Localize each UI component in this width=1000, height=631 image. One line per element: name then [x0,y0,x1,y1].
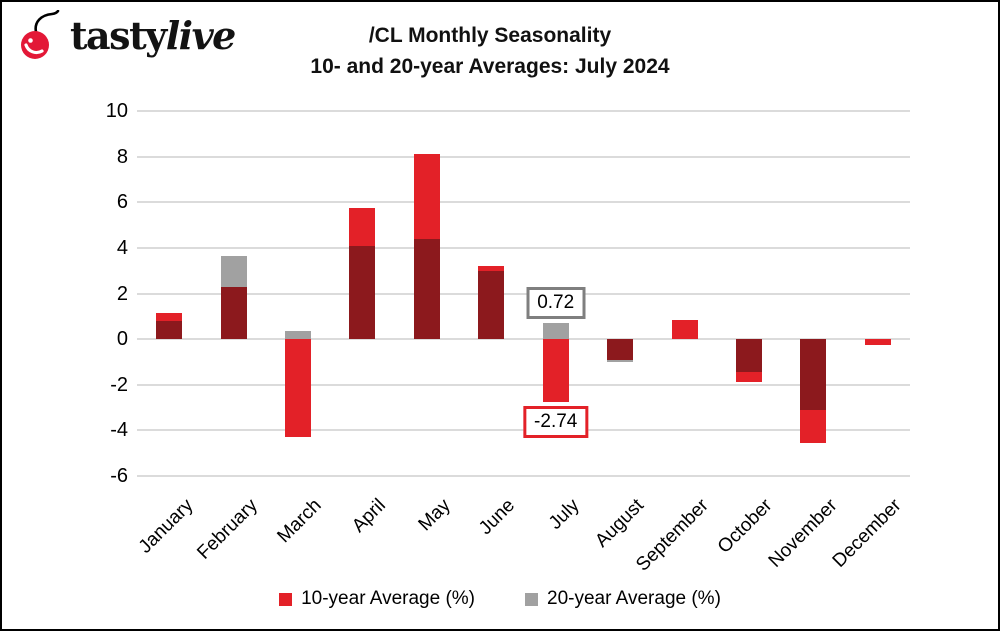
bar-september-10yr [671,319,698,340]
gridline-y-2 [137,292,910,295]
x-axis-label-june: June [475,495,520,539]
legend-label-10-year: 10-year Average (%) [301,588,475,609]
chart-title-line1: /CL Monthly Seasonality [368,24,612,47]
legend-item-20-year: 20-year Average (%) [525,588,721,610]
gridline-y--6 [137,475,910,477]
y-axis-tick-label: 2 [116,282,128,305]
bar-april-overlap [349,245,376,340]
x-axis-label-november: November [764,495,842,572]
bar-february-20yr [220,255,247,287]
x-axis-label-october: October [714,495,777,558]
y-axis-tick-label: 8 [116,145,128,168]
gridline-y-4 [137,246,910,249]
tastylive-logo: tastylive [14,10,236,62]
bar-june-overlap [478,270,505,340]
bar-october-overlap [735,339,762,373]
legend-label-20-year: 20-year Average (%) [547,588,721,609]
bar-june-10yr [478,266,505,271]
x-axis-label-february: February [192,495,262,564]
bar-august-overlap [607,339,634,360]
chart-title-line2: 10- and 20-year Averages: July 2024 [310,55,670,78]
x-axis-label-january: January [134,495,198,558]
legend: 10-year Average (%) 20-year Average (%) [0,588,1000,610]
logo-text: tastylive [70,17,236,55]
x-axis-label-march: March [273,495,326,548]
legend-swatch-gray [525,592,538,606]
bar-october-10yr [735,372,762,383]
gridline-y-8 [137,155,910,158]
gridline-y-10 [137,110,910,112]
bar-march-20yr [285,331,312,340]
y-axis-tick-label: -4 [110,419,128,442]
logo-text-tasty: tasty [70,13,167,58]
callout-20yr-july: 0.72 [526,286,586,319]
x-axis-label-july: July [544,495,584,534]
gridline-y-6 [137,201,910,204]
chart-title: /CL Monthly Seasonality 10- and 20-year … [235,20,745,82]
y-axis-tick-label: 0 [116,328,128,351]
y-axis-tick-label: 4 [116,236,128,259]
bar-march-10yr [285,339,312,438]
gridline-y--2 [137,383,910,386]
legend-item-10-year: 10-year Average (%) [279,588,475,610]
bar-november-overlap [800,339,827,410]
bar-january-10yr [156,312,183,321]
bar-april-10yr [349,207,376,246]
bar-december-10yr [864,339,891,345]
bar-may-10yr [413,154,440,239]
bar-july-20yr [542,322,569,340]
y-axis-tick-label: -2 [110,373,128,396]
legend-swatch-red [279,592,293,606]
x-axis-label-december: December [828,495,906,572]
bar-august-20yr [607,359,634,362]
y-axis-tick-label: 10 [105,100,128,122]
bar-january-overlap [156,320,183,340]
bar-november-10yr [800,409,827,443]
bar-february-overlap [220,286,247,340]
y-axis-tick-label: -6 [110,465,128,487]
x-axis-label-may: May [414,495,455,536]
bar-may-overlap [413,238,440,340]
cherry-icon [21,10,60,59]
y-axis-tick-label: 6 [116,191,128,214]
logo-text-live: live [165,13,237,58]
bar-july-10yr [542,339,569,402]
x-axis-label-april: April [348,495,391,537]
gridline-y-0 [137,338,910,341]
callout-10yr-july: -2.74 [523,405,589,438]
x-axis-label-august: August [591,495,648,552]
